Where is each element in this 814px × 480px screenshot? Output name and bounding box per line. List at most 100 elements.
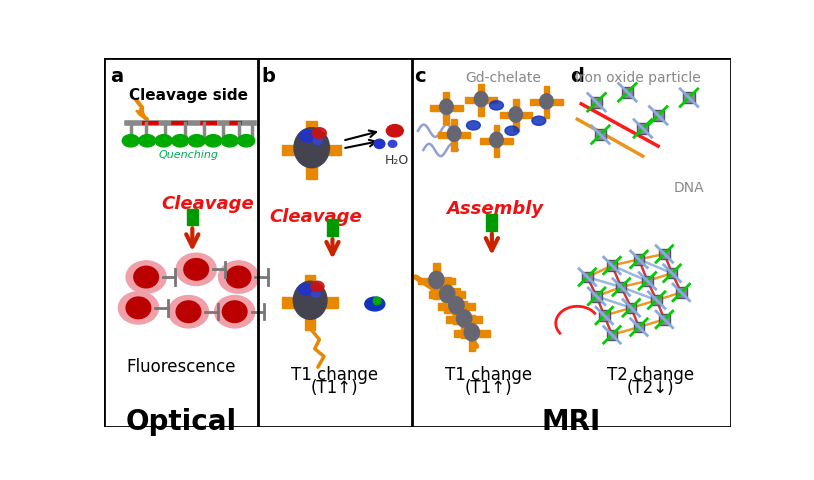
Text: (T2↓): (T2↓) [627, 380, 674, 397]
Bar [446, 316, 482, 323]
Ellipse shape [387, 125, 403, 137]
Ellipse shape [429, 271, 444, 288]
Bar [438, 132, 470, 138]
Text: a: a [110, 67, 123, 86]
Bar [451, 119, 457, 151]
Ellipse shape [126, 261, 166, 293]
Text: d: d [570, 67, 584, 86]
Bar [637, 123, 648, 134]
Circle shape [374, 297, 381, 305]
Bar [626, 302, 637, 313]
Ellipse shape [133, 266, 159, 288]
Ellipse shape [312, 290, 321, 297]
Ellipse shape [294, 128, 330, 168]
Bar [500, 112, 532, 118]
Ellipse shape [313, 128, 326, 138]
Text: MRI: MRI [541, 408, 601, 436]
Ellipse shape [221, 134, 239, 147]
Bar [444, 276, 450, 313]
Ellipse shape [311, 281, 324, 291]
Ellipse shape [505, 126, 519, 135]
Bar [513, 99, 519, 132]
Bar [453, 288, 460, 324]
Bar [591, 96, 602, 108]
Bar [616, 282, 627, 292]
Ellipse shape [374, 139, 385, 148]
Bar [433, 263, 440, 299]
Ellipse shape [449, 297, 464, 314]
Ellipse shape [365, 297, 385, 311]
Bar [431, 105, 462, 110]
Bar [606, 260, 617, 271]
Ellipse shape [509, 107, 523, 122]
Bar [487, 214, 497, 231]
Bar [606, 330, 617, 340]
Ellipse shape [226, 266, 251, 288]
Bar [642, 276, 653, 286]
Ellipse shape [540, 94, 554, 109]
Text: b: b [261, 67, 275, 86]
Bar [653, 110, 663, 121]
Bar [438, 303, 475, 310]
Text: (T1↑): (T1↑) [311, 380, 359, 397]
Text: T1 change: T1 change [445, 366, 532, 384]
Ellipse shape [184, 259, 208, 280]
Ellipse shape [176, 301, 201, 323]
Bar [327, 219, 338, 236]
Text: Iron oxide particle: Iron oxide particle [575, 72, 701, 85]
Ellipse shape [122, 134, 139, 147]
Bar [305, 275, 315, 330]
Ellipse shape [475, 92, 488, 107]
Text: H₂O: H₂O [384, 154, 409, 167]
Ellipse shape [138, 134, 155, 147]
Bar [591, 291, 602, 301]
Bar [659, 314, 670, 324]
Bar [444, 92, 449, 124]
Bar [187, 208, 198, 226]
Text: Cleavage: Cleavage [161, 195, 254, 213]
Ellipse shape [168, 296, 208, 328]
Bar [622, 87, 633, 98]
Bar [684, 92, 694, 103]
Bar [595, 129, 606, 140]
Bar [418, 277, 454, 284]
Text: c: c [414, 67, 426, 86]
Bar [651, 295, 662, 305]
Ellipse shape [464, 324, 479, 341]
Bar [306, 121, 317, 179]
Text: Cleavage: Cleavage [269, 208, 362, 226]
Ellipse shape [118, 292, 159, 324]
Bar [480, 138, 513, 144]
Bar [478, 84, 484, 116]
Text: Quenching: Quenching [159, 150, 218, 160]
Ellipse shape [448, 126, 461, 142]
Ellipse shape [188, 134, 205, 147]
Bar [461, 301, 467, 337]
Ellipse shape [238, 134, 255, 147]
Text: Cleavage side: Cleavage side [129, 88, 248, 103]
Ellipse shape [293, 281, 327, 319]
Ellipse shape [126, 297, 151, 319]
Text: (T1↑): (T1↑) [465, 380, 513, 397]
Ellipse shape [457, 310, 472, 327]
Ellipse shape [155, 134, 173, 147]
Text: Optical: Optical [125, 408, 236, 436]
Ellipse shape [300, 130, 315, 142]
Bar [469, 315, 475, 351]
Text: Assembly: Assembly [446, 200, 544, 218]
Text: Gd-chelate: Gd-chelate [466, 72, 541, 85]
Bar [282, 144, 341, 156]
Ellipse shape [222, 301, 247, 323]
Ellipse shape [466, 121, 480, 130]
Bar [531, 99, 562, 105]
Ellipse shape [440, 99, 453, 114]
Ellipse shape [172, 134, 189, 147]
Bar [659, 249, 670, 259]
Ellipse shape [313, 137, 322, 144]
Bar [429, 291, 466, 298]
Ellipse shape [299, 284, 313, 295]
Bar [544, 86, 549, 119]
Bar [633, 322, 644, 332]
Ellipse shape [218, 261, 259, 293]
Bar [493, 125, 500, 157]
